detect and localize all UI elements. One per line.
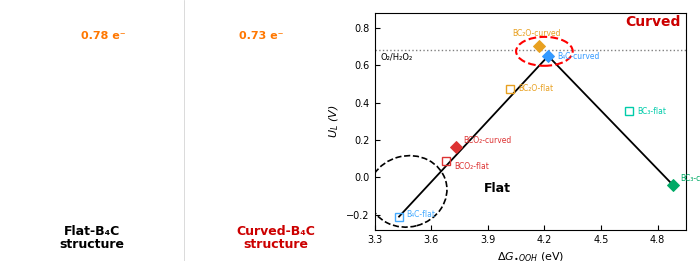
- Text: structure: structure: [60, 238, 125, 251]
- Text: O₂/H₂O₂: O₂/H₂O₂: [380, 52, 412, 61]
- Text: Flat-B₄C: Flat-B₄C: [64, 224, 120, 238]
- Text: Curved: Curved: [625, 15, 680, 29]
- Text: B₄C-flat: B₄C-flat: [407, 210, 435, 219]
- Text: BCO₂-flat: BCO₂-flat: [454, 162, 489, 171]
- Text: structure: structure: [243, 238, 308, 251]
- Text: BC₃-curved: BC₃-curved: [680, 174, 700, 183]
- X-axis label: $\Delta G_{\bullet OOH}$ (eV): $\Delta G_{\bullet OOH}$ (eV): [496, 250, 564, 261]
- Text: Curved-B₄C: Curved-B₄C: [236, 224, 315, 238]
- Text: Flat: Flat: [484, 182, 511, 195]
- Text: BC₂O-flat: BC₂O-flat: [518, 84, 553, 93]
- Text: B₄C-curved: B₄C-curved: [558, 51, 600, 61]
- Text: BC₂O-curved: BC₂O-curved: [512, 29, 561, 38]
- Text: BC₃-flat: BC₃-flat: [637, 106, 666, 116]
- Text: 0.73 e⁻: 0.73 e⁻: [239, 31, 284, 41]
- Text: 0.78 e⁻: 0.78 e⁻: [80, 31, 125, 41]
- Y-axis label: $U_L$ (V): $U_L$ (V): [327, 105, 341, 138]
- Text: BCO₂-curved: BCO₂-curved: [463, 136, 512, 145]
